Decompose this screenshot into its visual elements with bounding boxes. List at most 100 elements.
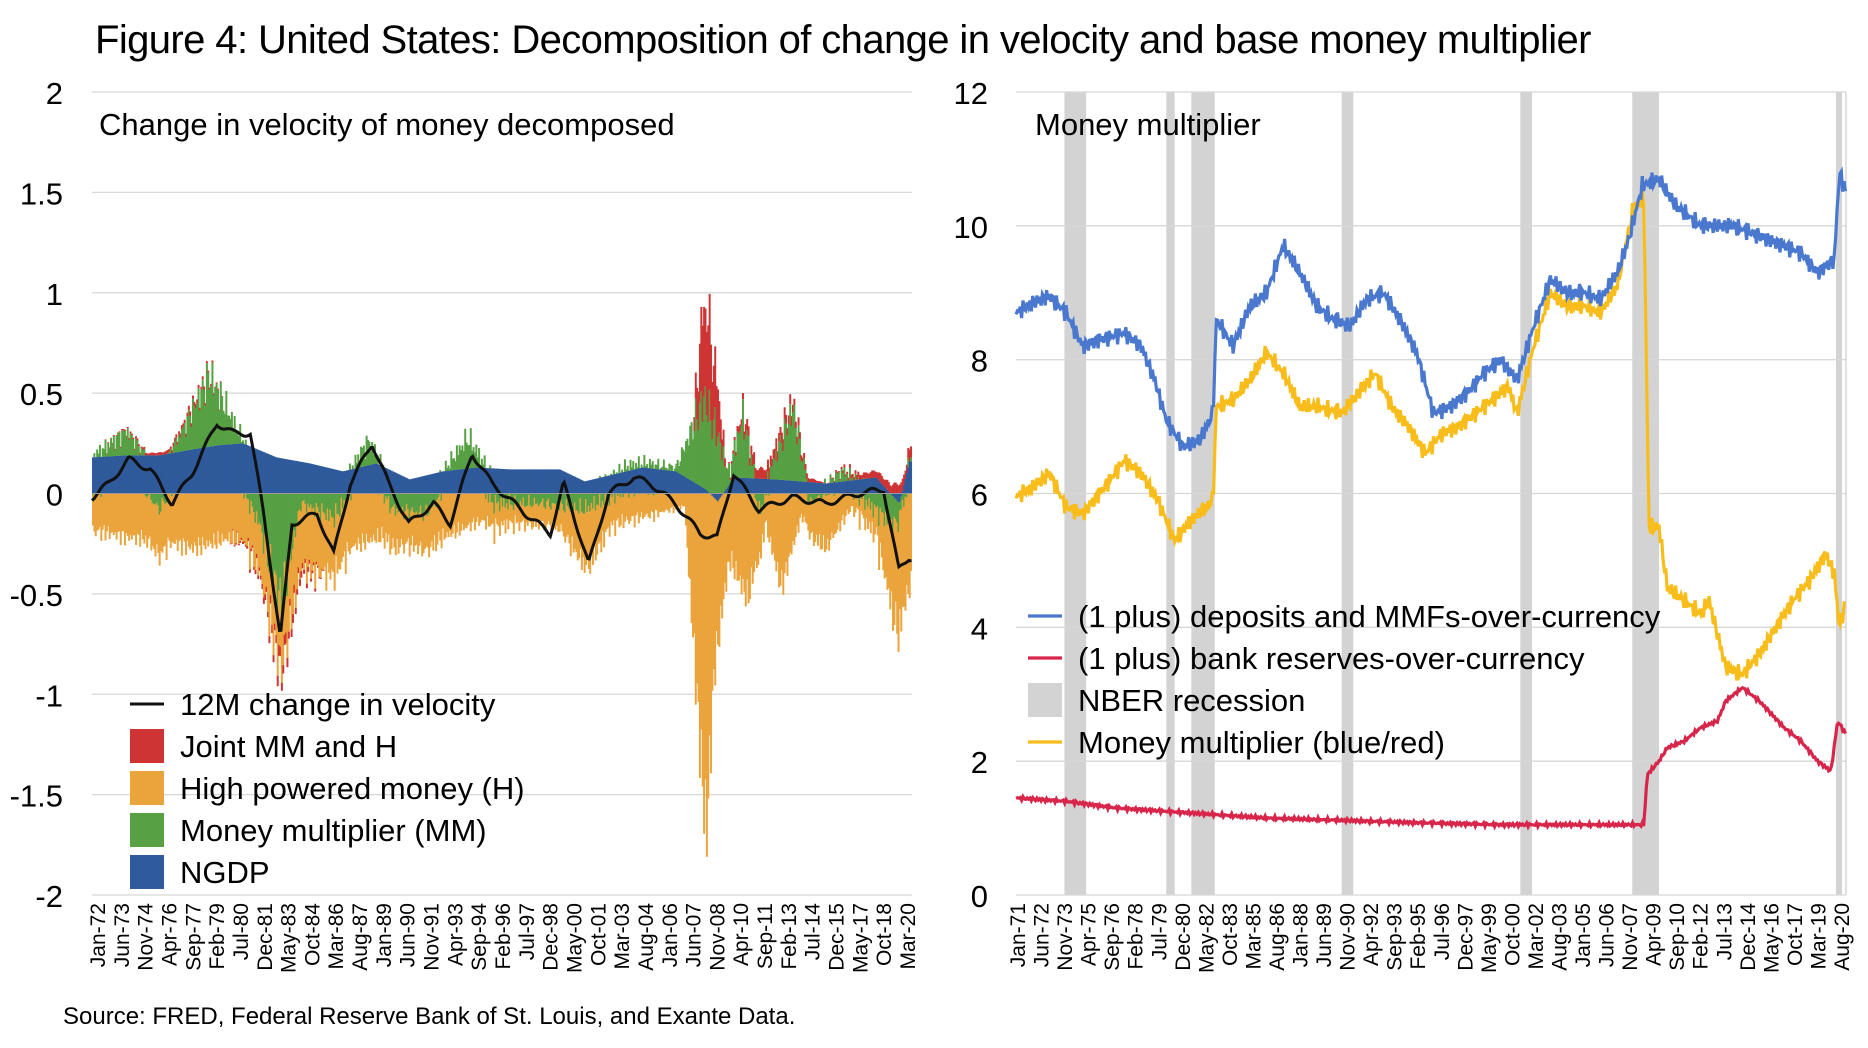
bar-money-multiplier — [900, 496, 903, 510]
bar-high-powered-money — [440, 501, 443, 549]
bar-joint-mm-h — [204, 403, 207, 406]
bar-high-powered-money — [704, 493, 707, 780]
bar-ngdp — [183, 450, 186, 494]
bar-ngdp — [519, 469, 522, 494]
bar-ngdp — [547, 469, 550, 494]
bar-high-powered-money — [826, 494, 829, 539]
bar-ngdp — [123, 455, 126, 494]
bar-high-powered-money — [137, 493, 140, 536]
bar-high-powered-money — [746, 493, 749, 580]
bar-ngdp — [262, 452, 265, 494]
bar-high-powered-money — [539, 504, 542, 526]
bar-money-multiplier — [328, 493, 331, 522]
bar-joint-mm-h — [855, 475, 858, 480]
bar-ngdp — [661, 469, 664, 494]
bar-high-powered-money — [589, 511, 592, 574]
bar-ngdp — [321, 466, 324, 494]
bar-money-multiplier — [740, 425, 743, 478]
bar-high-powered-money — [386, 499, 389, 543]
bar-money-multiplier — [301, 493, 304, 502]
bar-high-powered-money — [825, 495, 828, 550]
bar-ngdp — [772, 479, 775, 494]
bar-money-multiplier — [325, 493, 328, 521]
bar-high-powered-money — [485, 498, 488, 530]
bar-joint-mm-h — [265, 586, 268, 592]
bar-high-powered-money — [571, 504, 574, 537]
bar-joint-mm-h — [880, 475, 883, 484]
bar-ngdp — [667, 470, 669, 494]
bar-money-multiplier — [310, 493, 313, 505]
bar-joint-mm-h — [303, 569, 306, 574]
bar-ngdp — [312, 464, 315, 494]
bar-money-multiplier — [819, 493, 822, 501]
bar-ngdp — [439, 472, 442, 494]
bar-money-multiplier — [712, 419, 715, 494]
bar-money-multiplier — [465, 442, 468, 469]
bar-high-powered-money — [772, 493, 775, 553]
bar-ngdp — [871, 477, 874, 494]
bar-money-multiplier — [832, 478, 835, 483]
bar-ngdp — [110, 456, 113, 494]
bar-joint-mm-h — [153, 452, 156, 456]
bar-money-multiplier — [254, 493, 257, 523]
bar-money-multiplier — [889, 493, 892, 521]
bar-money-multiplier — [665, 467, 668, 471]
bar-high-powered-money — [619, 497, 622, 526]
bar-money-multiplier — [96, 449, 99, 458]
bar-joint-mm-h — [740, 419, 743, 426]
bar-ngdp — [228, 444, 231, 494]
bar-money-multiplier — [515, 493, 518, 505]
bar-ngdp — [240, 443, 243, 494]
bar-money-multiplier — [418, 493, 421, 513]
bar-money-multiplier — [267, 493, 269, 567]
bar-high-powered-money — [803, 493, 806, 517]
bar-money-multiplier — [354, 454, 357, 469]
bar-ngdp — [317, 465, 319, 494]
bar-joint-mm-h — [158, 452, 161, 456]
bar-money-multiplier — [664, 467, 667, 471]
bar-joint-mm-h — [161, 452, 164, 455]
bar-ngdp — [211, 446, 214, 494]
bar-money-multiplier — [708, 389, 711, 493]
bar-money-multiplier — [480, 458, 483, 468]
bar-money-multiplier — [179, 437, 182, 452]
bar-ngdp — [694, 483, 697, 494]
bar-high-powered-money — [844, 493, 847, 517]
bar-joint-mm-h — [257, 575, 260, 580]
bar-high-powered-money — [212, 493, 215, 534]
bar-high-powered-money — [651, 493, 654, 513]
bar-ngdp — [764, 478, 767, 494]
bar-money-multiplier — [822, 493, 825, 495]
right-x-tick-label: Mar-02 — [1525, 903, 1548, 970]
bar-ngdp — [635, 469, 638, 494]
left-x-tick-label: Jun-73 — [111, 903, 134, 967]
bar-high-powered-money — [307, 503, 310, 567]
bar-joint-mm-h — [215, 382, 218, 384]
bar-high-powered-money — [780, 493, 783, 571]
bar-ngdp — [533, 469, 536, 494]
bar-ngdp — [579, 479, 582, 494]
bar-high-powered-money — [319, 522, 322, 578]
left-x-tick-label: Nov-74 — [135, 903, 158, 971]
bar-money-multiplier — [883, 493, 886, 527]
left-x-tick-label: Dec-81 — [254, 903, 277, 971]
bar-high-powered-money — [393, 504, 396, 548]
bar-ngdp — [157, 455, 160, 494]
bar-ngdp — [308, 463, 311, 494]
bar-money-multiplier — [592, 493, 594, 509]
bar-money-multiplier — [407, 493, 410, 510]
bar-high-powered-money — [378, 494, 381, 543]
bar-joint-mm-h — [282, 665, 285, 674]
bar-joint-mm-h — [194, 404, 197, 409]
bar-high-powered-money — [676, 493, 679, 509]
bar-ngdp — [333, 469, 336, 494]
bar-money-multiplier — [133, 450, 136, 456]
bar-joint-mm-h — [117, 432, 119, 434]
right-x-tick-label: Jul-96 — [1431, 903, 1454, 960]
bar-ngdp — [290, 460, 293, 494]
bar-joint-mm-h — [250, 548, 253, 552]
right-x-tick-label: May-82 — [1195, 903, 1218, 973]
bar-money-multiplier — [769, 465, 772, 480]
bar-ngdp — [364, 466, 367, 494]
bar-ngdp — [322, 466, 325, 494]
